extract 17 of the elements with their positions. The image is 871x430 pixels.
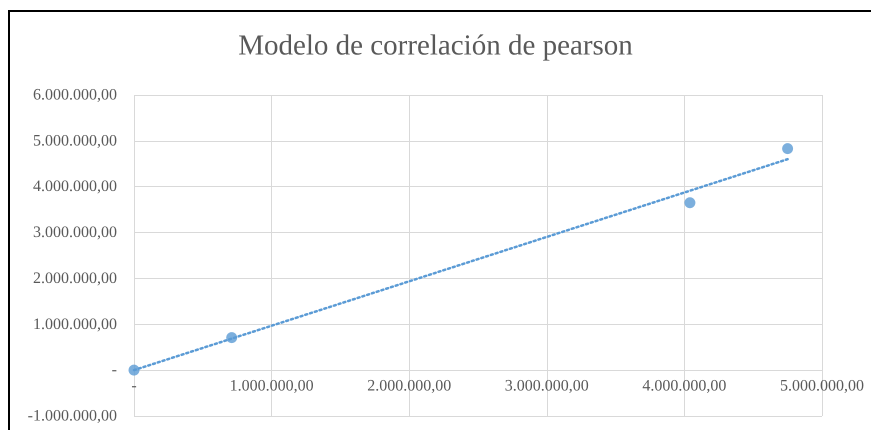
y-tick-label: 2.000.000,00: [33, 270, 117, 287]
chart-title: Modelo de correlación de pearson: [238, 30, 634, 62]
x-tick-label: 5.000.000,00: [780, 378, 864, 395]
x-tick-label: -: [131, 378, 137, 395]
y-tick-label: 4.000.000,00: [33, 178, 117, 196]
point: [782, 143, 794, 154]
x-tick-label: 1.000.000,00: [230, 378, 314, 395]
y-tick-label: 1.000.000,00: [33, 316, 117, 333]
y-tick-label: -: [112, 362, 117, 379]
point: [684, 197, 696, 208]
x-tick-label: 4.000.000,00: [642, 378, 726, 395]
y-tick-label: 3.000.000,00: [33, 224, 117, 242]
x-tick-label: 2.000.000,00: [367, 378, 452, 395]
y-tick-label: -1.000.000,00: [28, 408, 117, 424]
y-tick-label: 6.000.000,00: [33, 86, 117, 104]
x-tick-label: 3.000.000,00: [504, 378, 589, 395]
y-tick-label: 5.000.000,00: [33, 132, 117, 150]
